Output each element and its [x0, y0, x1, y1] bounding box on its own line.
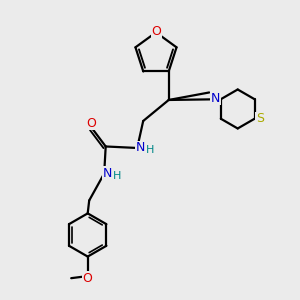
Text: O: O [86, 117, 96, 130]
Text: H: H [146, 146, 154, 155]
Text: S: S [256, 112, 264, 125]
Text: O: O [152, 25, 161, 38]
Text: N: N [103, 167, 112, 180]
Text: H: H [112, 172, 121, 182]
Text: N: N [211, 92, 220, 105]
Text: N: N [136, 142, 145, 154]
Text: O: O [82, 272, 92, 285]
